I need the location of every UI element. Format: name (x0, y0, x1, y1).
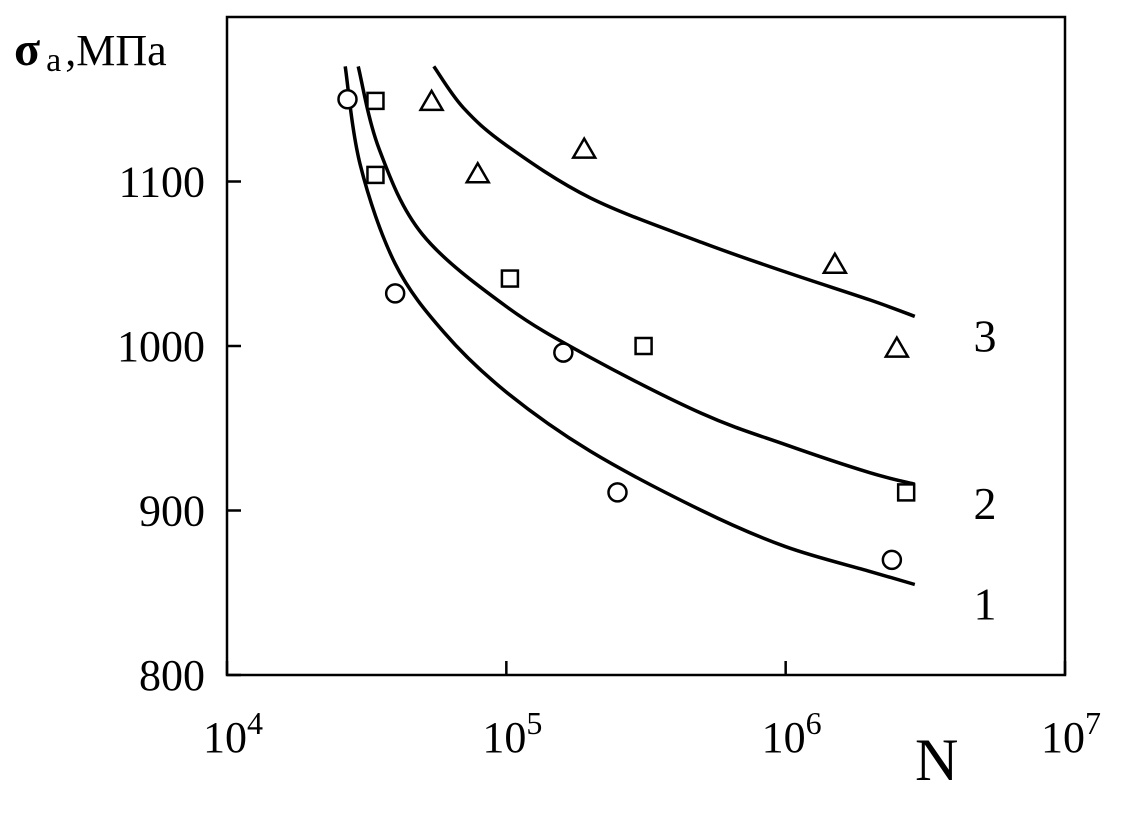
curve-label-3: 3 (974, 310, 997, 361)
x-axis-label: N (915, 727, 958, 793)
y-axis-subscript: a (46, 42, 61, 79)
curve-2 (356, 65, 916, 486)
triangle-marker (571, 136, 598, 159)
y-axis-unit: ,МПа (65, 26, 166, 75)
y-tick-label: 900 (139, 487, 205, 536)
x-tick-base: 10 (1041, 713, 1085, 762)
y-tick-label: 1000 (117, 322, 205, 371)
x-tick-label: 107 (1041, 705, 1101, 762)
x-tick-label: 104 (203, 705, 263, 762)
curve-label-2: 2 (974, 478, 997, 529)
x-tick-base: 10 (762, 713, 806, 762)
curve-1 (343, 66, 916, 587)
square-marker (896, 483, 916, 502)
x-tick-exponent: 7 (1085, 705, 1101, 741)
fit-curves (343, 65, 916, 587)
circle-marker (881, 549, 903, 571)
square-marker (634, 336, 653, 356)
x-tick-base: 10 (203, 713, 247, 762)
x-tick-exponent: 6 (806, 705, 822, 741)
x-tick-label: 106 (762, 705, 822, 762)
x-tick-base: 10 (482, 713, 526, 762)
x-tick-label: 105 (482, 705, 542, 762)
circle-marker (384, 283, 406, 304)
square-marker (366, 165, 385, 185)
triangle-marker (821, 251, 849, 274)
triangle-marker (418, 88, 445, 112)
curve-3 (432, 65, 916, 319)
curve-labels: 1 2 3 (974, 310, 997, 629)
square-marker (366, 91, 385, 111)
data-points (337, 88, 916, 571)
x-tick-exponent: 4 (247, 705, 263, 741)
y-axis-label: σ a ,МПа (14, 23, 167, 79)
y-tick-label: 1100 (119, 158, 205, 207)
triangle-marker (883, 335, 910, 358)
svg-text:σ a ,МПа: σ a ,МПа (14, 23, 167, 79)
x-tick-exponent: 5 (526, 705, 542, 741)
y-axis-symbol: σ (14, 23, 40, 76)
circle-marker (607, 482, 628, 503)
square-marker (500, 269, 520, 288)
circle-marker (337, 89, 358, 110)
triangle-marker (464, 160, 491, 184)
circle-marker (553, 342, 574, 363)
curve-label-1: 1 (974, 579, 997, 630)
y-tick-label: 800 (139, 651, 205, 700)
